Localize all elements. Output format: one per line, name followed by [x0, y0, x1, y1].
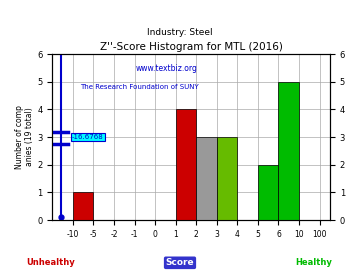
- Bar: [279, 82, 299, 220]
- Bar: [196, 137, 217, 220]
- Text: Score: Score: [166, 258, 194, 267]
- Text: The Research Foundation of SUNY: The Research Foundation of SUNY: [80, 84, 199, 90]
- Bar: [258, 165, 279, 220]
- Title: Z''-Score Histogram for MTL (2016): Z''-Score Histogram for MTL (2016): [100, 42, 283, 52]
- Bar: [73, 193, 93, 220]
- Text: Industry: Steel: Industry: Steel: [147, 28, 213, 37]
- Text: -16.6768: -16.6768: [72, 134, 104, 140]
- Text: Healthy: Healthy: [295, 258, 332, 267]
- Y-axis label: Number of comp
anies (19 total): Number of comp anies (19 total): [15, 105, 35, 169]
- Text: www.textbiz.org: www.textbiz.org: [136, 64, 197, 73]
- Bar: [217, 137, 237, 220]
- Bar: [176, 109, 196, 220]
- Text: Unhealthy: Unhealthy: [26, 258, 75, 267]
